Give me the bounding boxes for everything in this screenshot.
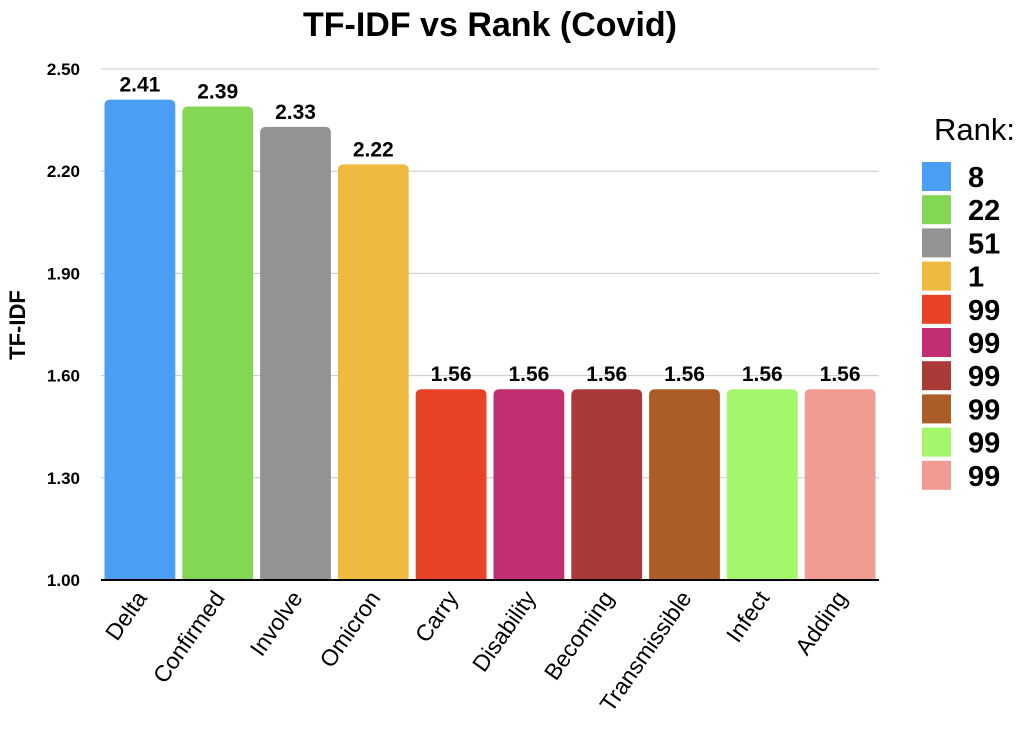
y-tick-labels: 1.00 1.30 1.60 1.90 2.20 2.50 bbox=[47, 60, 80, 590]
legend-swatch bbox=[922, 394, 951, 424]
data-labels: 2.41 2.39 2.33 2.22 1.56 1.56 1.56 1.56 1.56 1.56 bbox=[119, 74, 860, 387]
bar-infect bbox=[726, 389, 798, 580]
data-label: 1.56 bbox=[508, 363, 549, 386]
legend-swatch bbox=[922, 460, 951, 490]
bar-transmissible bbox=[649, 389, 720, 580]
x-tick-label: Omicron bbox=[314, 586, 385, 672]
legend-label: 8 bbox=[968, 162, 984, 194]
y-tick-label: 1.90 bbox=[47, 264, 80, 283]
y-tick-label: 1.30 bbox=[47, 469, 80, 488]
legend-label: 99 bbox=[968, 328, 1000, 360]
x-tick-label: Disability bbox=[467, 586, 541, 677]
x-tick-label: Becoming bbox=[539, 586, 619, 685]
legend-swatch bbox=[922, 294, 951, 324]
legend-title: Rank: bbox=[934, 112, 1015, 147]
legend-label: 99 bbox=[968, 428, 1000, 460]
legend-label: 99 bbox=[968, 461, 1000, 493]
data-label: 1.56 bbox=[664, 363, 705, 386]
x-tick-label: Delta bbox=[100, 586, 152, 645]
data-label: 1.56 bbox=[742, 363, 783, 386]
bar-delta bbox=[104, 99, 176, 580]
y-tick-label: 2.50 bbox=[47, 60, 80, 79]
bar-carry bbox=[415, 389, 487, 580]
data-label: 1.56 bbox=[586, 363, 627, 386]
x-tick-label: Carry bbox=[410, 586, 464, 647]
legend-label: 22 bbox=[968, 195, 1000, 227]
y-tick-label: 1.60 bbox=[47, 367, 80, 386]
data-label: 2.33 bbox=[275, 101, 316, 124]
data-label: 2.39 bbox=[197, 80, 238, 103]
legend-label: 1 bbox=[968, 262, 984, 294]
bar-becoming bbox=[571, 389, 643, 580]
x-tick-label: Adding bbox=[790, 586, 852, 660]
bar-disability bbox=[493, 389, 565, 580]
bars bbox=[104, 99, 876, 581]
x-tick-label: Confirmed bbox=[148, 586, 230, 688]
bar-involve bbox=[260, 126, 331, 580]
bar-omicron bbox=[337, 164, 409, 581]
x-tick-label: Involve bbox=[244, 586, 307, 661]
legend-swatch bbox=[922, 427, 951, 457]
legend-swatch bbox=[922, 162, 951, 191]
data-label: 2.22 bbox=[353, 138, 394, 161]
legend-label: 99 bbox=[968, 361, 1000, 393]
legend-swatch bbox=[922, 228, 951, 258]
data-label: 2.41 bbox=[119, 74, 160, 97]
bar-adding bbox=[804, 389, 876, 580]
y-axis-label: TF-IDF bbox=[5, 290, 30, 360]
legend-swatch bbox=[922, 261, 951, 291]
legend-label: 99 bbox=[968, 394, 1000, 426]
data-label: 1.56 bbox=[431, 363, 472, 386]
data-label: 1.56 bbox=[820, 363, 861, 386]
legend-swatch bbox=[922, 328, 951, 357]
y-tick-label: 2.20 bbox=[47, 162, 80, 181]
legend-label: 99 bbox=[968, 295, 1000, 327]
y-tick-label: 1.00 bbox=[47, 571, 80, 590]
legend-swatch bbox=[922, 195, 951, 225]
legend-label: 51 bbox=[968, 228, 1000, 260]
chart-title: TF-IDF vs Rank (Covid) bbox=[303, 6, 677, 44]
x-tick-label: Infect bbox=[721, 585, 775, 646]
legend-swatch bbox=[922, 361, 951, 391]
bar-confirmed bbox=[182, 106, 254, 581]
